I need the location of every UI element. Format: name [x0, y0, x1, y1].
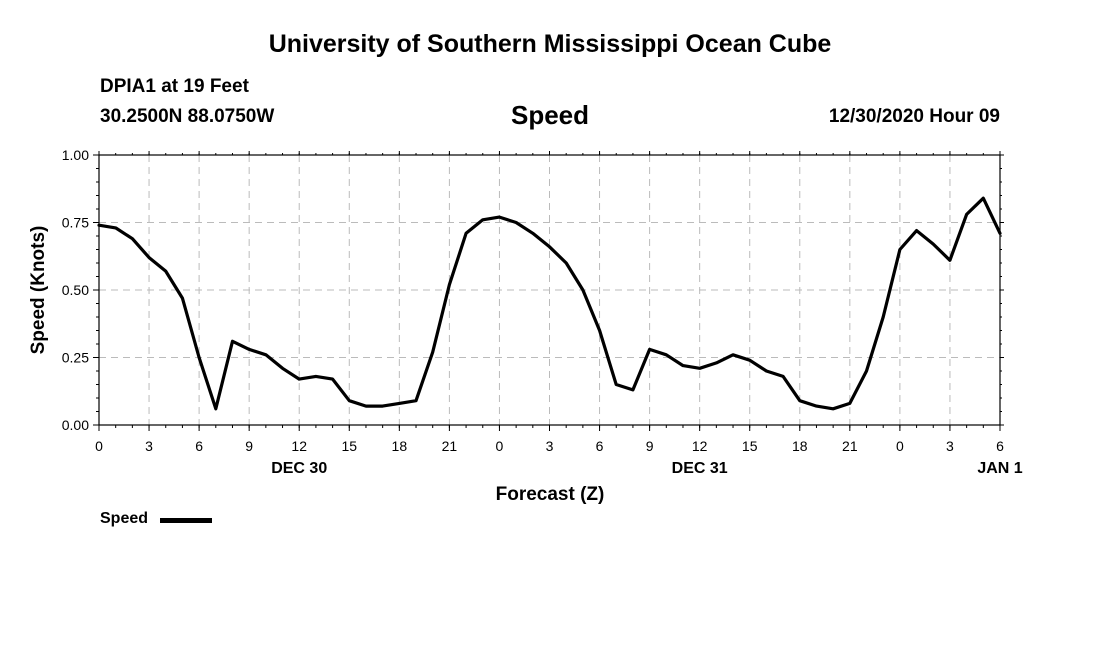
grid-lines [99, 155, 1000, 425]
x-tick-label: 21 [442, 438, 458, 454]
x-tick-label: 18 [792, 438, 808, 454]
x-tick-label: 9 [646, 438, 654, 454]
day-label: JAN 1 [977, 460, 1022, 477]
y-tick-label: 1.00 [62, 147, 89, 163]
speed-line [97, 196, 1002, 411]
day-labels: DEC 30 DEC 31 JAN 1 [271, 460, 1023, 477]
x-tick-label: 6 [195, 438, 203, 454]
x-tick-label: 3 [145, 438, 153, 454]
x-tick-label: 6 [596, 438, 604, 454]
x-tick-label: 21 [842, 438, 858, 454]
x-tick-label: 12 [291, 438, 307, 454]
station-label: DPIA1 at 19 Feet [100, 76, 249, 97]
x-tick-label: 9 [245, 438, 253, 454]
x-axis-label: Forecast (Z) [496, 484, 605, 505]
y-tick-label: 0.75 [62, 215, 89, 231]
x-tick-label: 18 [392, 438, 408, 454]
x-tick-label: 3 [946, 438, 954, 454]
x-tick-label: 0 [896, 438, 904, 454]
day-label: DEC 31 [672, 460, 728, 477]
x-tick-label: 12 [692, 438, 708, 454]
legend-label: Speed [100, 510, 149, 527]
day-label: DEC 30 [271, 460, 327, 477]
timestamp-label: 12/30/2020 Hour 09 [828, 106, 1000, 127]
plot-frame [98, 154, 1001, 426]
axes [93, 151, 1004, 431]
x-tick-label: 15 [742, 438, 758, 454]
y-tick-label: 0.00 [62, 417, 89, 433]
y-axis-label: Speed (Knots) [28, 226, 49, 355]
coordinates-label: 30.2500N 88.0750W [100, 106, 275, 127]
x-tick-label: 15 [341, 438, 357, 454]
y-tick-label: 0.50 [62, 282, 89, 298]
speed-series [97, 196, 1002, 411]
chart-title: Speed [510, 100, 590, 130]
legend-swatch [160, 518, 212, 523]
x-tick-label: 6 [996, 438, 1004, 454]
x-tick-label: 0 [496, 438, 504, 454]
y-tick-label: 0.25 [62, 350, 89, 366]
x-tick-label: 0 [95, 438, 103, 454]
y-tick-labels: 0.00 0.25 0.50 0.75 1.00 [62, 147, 89, 433]
header-title: University of Southern Mississippi Ocean… [268, 30, 832, 58]
x-tick-label: 3 [546, 438, 554, 454]
x-tick-labels: 0 3 6 9 12 15 18 21 0 3 6 9 12 15 18 21 0 3 6 [95, 438, 1004, 454]
